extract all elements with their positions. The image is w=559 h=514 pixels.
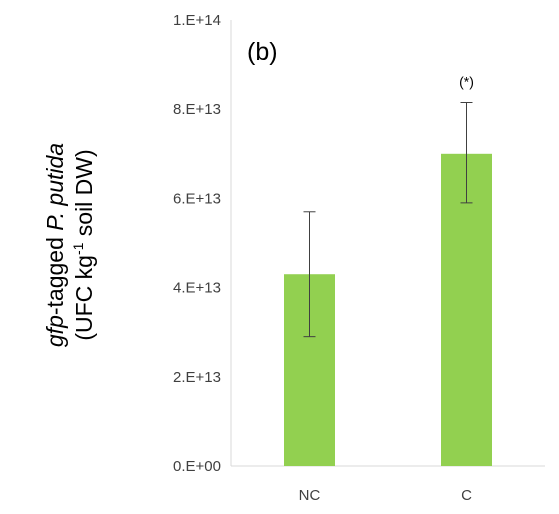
y-axis-title-unit-suffix: soil DW): [71, 149, 97, 242]
error-bars: [303, 102, 473, 338]
y-tick-labels: 0.E+00 2.E+13 4.E+13 6.E+13 8.E+13 1.E+14: [173, 12, 221, 475]
y-tick-label: 6.E+13: [173, 190, 221, 207]
significance-annotation: (*): [459, 74, 474, 90]
y-axis-title-italic-a: gfp: [42, 315, 68, 347]
y-tick-label: 8.E+13: [173, 101, 221, 118]
bar-c: [441, 153, 492, 467]
error-bar-c: [460, 102, 473, 204]
y-axis-title-normal: -tagged: [42, 231, 68, 315]
y-axis-title-line1: gfp-tagged P. putida: [42, 143, 68, 347]
x-tick-label: C: [461, 487, 472, 504]
bars: [284, 153, 492, 467]
y-tick-label: 4.E+13: [173, 280, 221, 297]
panel-label: (b): [247, 38, 278, 66]
x-tick-labels: NC C: [299, 487, 472, 504]
y-axis-title-unit-superscript: -1: [70, 242, 86, 255]
axes: [230, 20, 545, 467]
y-tick-label: 1.E+14: [173, 12, 221, 29]
y-axis-title-line2: (UFC kg-1 soil DW): [70, 149, 97, 340]
y-axis-title: gfp-tagged P. putida (UFC kg-1 soil DW): [42, 143, 97, 347]
y-tick-label: 0.E+00: [173, 458, 221, 475]
y-axis-title-italic-b: P. putida: [42, 143, 68, 231]
error-bar-nc: [303, 211, 316, 338]
y-axis-title-unit-prefix: (UFC kg: [71, 255, 97, 341]
y-tick-label: 2.E+13: [173, 369, 221, 386]
x-tick-label: NC: [299, 487, 321, 504]
